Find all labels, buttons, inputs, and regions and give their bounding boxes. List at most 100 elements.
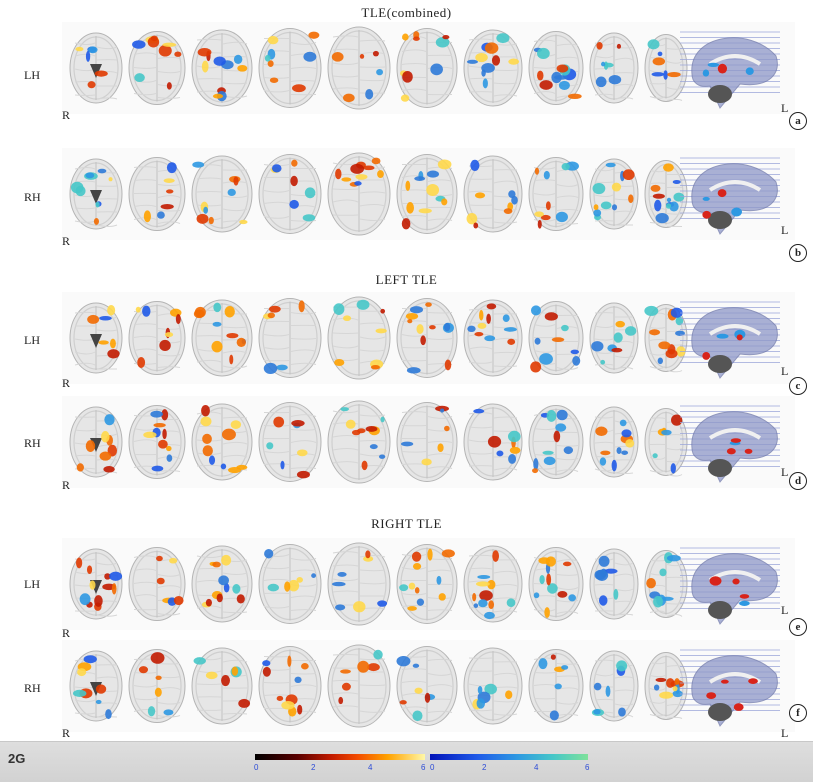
- axial-slice: [258, 154, 322, 234]
- orientation-left-label: L: [781, 364, 789, 378]
- axial-slice: [528, 405, 584, 479]
- orientation-left-label: L: [781, 223, 789, 237]
- axial-slice: [128, 301, 186, 375]
- orientation-left-label: L: [781, 726, 789, 740]
- axial-slice: [644, 408, 688, 477]
- axial-slice: [589, 158, 639, 230]
- brain-slice-strip: [62, 538, 795, 630]
- section-title-right-tle: RIGHT TLE: [371, 516, 442, 531]
- axial-slice: [463, 403, 523, 481]
- panel-label-b: b: [789, 244, 807, 262]
- axial-slice: [463, 29, 523, 107]
- colorbar-tick: 0: [254, 763, 259, 772]
- orientation-right-label: R: [62, 626, 71, 640]
- hemisphere-label: LH: [24, 577, 40, 591]
- axial-slice: [191, 29, 253, 107]
- figure-tag: 2G: [8, 751, 26, 766]
- orientation-right-label: R: [62, 726, 71, 740]
- axial-slice: [396, 402, 458, 482]
- axial-slice: [191, 299, 253, 377]
- axial-slice: [258, 646, 322, 726]
- axial-slice: [463, 155, 523, 233]
- axial-slice: [528, 301, 584, 375]
- brain-slice-strip: [62, 640, 795, 732]
- axial-slice: [69, 32, 123, 104]
- colorbar-tick: 0: [430, 763, 435, 772]
- axial-slice: [396, 544, 458, 624]
- panel-label-d: d: [789, 472, 807, 490]
- axial-slice: [396, 646, 458, 726]
- axial-slice: [589, 32, 639, 104]
- axial-slice: [644, 160, 688, 228]
- axial-slice: [128, 547, 186, 621]
- axial-slice: [644, 34, 688, 102]
- colorbar-bar: 2G 0 2 4 6 0 2 4 6: [0, 741, 813, 782]
- colorbar-tick: 4: [534, 763, 539, 772]
- axial-slice: [258, 544, 322, 624]
- colorbar-tick: 4: [368, 763, 373, 772]
- axial-slice: [528, 31, 584, 105]
- axial-slice: [396, 154, 458, 234]
- axial-slice: [191, 403, 253, 481]
- axial-slice: [69, 302, 123, 374]
- positive-colorbar: [255, 754, 425, 760]
- axial-slice: [589, 650, 639, 722]
- axial-slice: [191, 545, 253, 623]
- panel-label-f: f: [789, 704, 807, 722]
- section-title-left-tle: LEFT TLE: [375, 272, 438, 287]
- section-title-combined: TLE(combined): [361, 5, 452, 20]
- axial-slice: [258, 298, 322, 378]
- colorbar-tick: 2: [311, 763, 316, 772]
- brain-slice-strip: [62, 396, 795, 488]
- axial-slice: [128, 157, 186, 231]
- sagittal-view: [680, 405, 780, 483]
- axial-slice: [69, 406, 123, 478]
- axial-slice: [463, 647, 523, 725]
- axial-slice: [327, 542, 391, 626]
- axial-slice: [528, 547, 584, 621]
- axial-slice: [644, 550, 688, 618]
- axial-slice: [327, 26, 391, 110]
- axial-slice: [258, 402, 322, 482]
- hemisphere-label: RH: [24, 436, 41, 450]
- panel-label-e: e: [789, 618, 807, 636]
- colorbar-tick: 6: [421, 763, 426, 772]
- axial-slice: [69, 650, 123, 722]
- axial-slice: [128, 405, 186, 479]
- negative-colorbar: [430, 754, 588, 760]
- axial-slice: [589, 302, 639, 374]
- axial-slice: [69, 158, 123, 230]
- axial-slice: [128, 649, 186, 723]
- brain-slice-strip: [62, 292, 795, 384]
- orientation-right-label: R: [62, 478, 71, 492]
- sagittal-view: [680, 301, 780, 379]
- axial-slice: [463, 299, 523, 377]
- axial-slice: [327, 644, 391, 728]
- orientation-right-label: R: [62, 234, 71, 248]
- hemisphere-label: LH: [24, 333, 40, 347]
- panel-label-c: c: [789, 377, 807, 395]
- brain-slice-strip: [62, 148, 795, 240]
- axial-slice: [128, 31, 186, 105]
- orientation-left-label: L: [781, 101, 789, 115]
- axial-slice: [589, 548, 639, 620]
- axial-slice: [644, 652, 688, 720]
- sagittal-view: [680, 547, 780, 625]
- axial-slice: [327, 152, 391, 236]
- hemisphere-label: RH: [24, 190, 41, 204]
- axial-slice: [191, 155, 253, 233]
- brain-slice-strip: [62, 22, 795, 114]
- axial-slice: [258, 28, 322, 108]
- panel-label-a: a: [789, 112, 807, 130]
- axial-slice: [396, 28, 458, 108]
- axial-slice: [463, 545, 523, 623]
- colorbar-tick: 2: [482, 763, 487, 772]
- axial-slice: [69, 548, 123, 620]
- hemisphere-label: LH: [24, 68, 40, 82]
- axial-slice: [589, 406, 639, 478]
- orientation-right-label: R: [62, 376, 71, 390]
- axial-slice: [644, 304, 688, 373]
- axial-slice: [528, 157, 584, 231]
- axial-slice: [528, 649, 584, 723]
- axial-slice: [396, 298, 458, 378]
